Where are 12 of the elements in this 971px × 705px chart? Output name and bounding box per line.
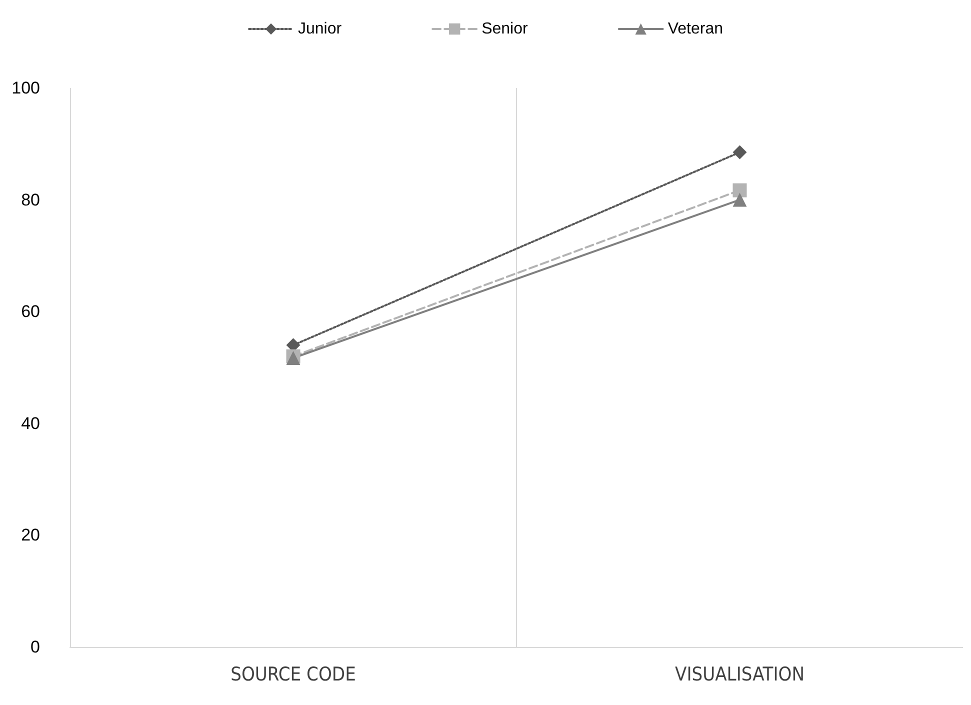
- y-tick-label: 0: [30, 638, 40, 656]
- x-tick-label: VISUALISATION: [675, 664, 804, 686]
- point: [732, 145, 747, 160]
- x-tick-label: SOURCE CODE: [230, 664, 356, 686]
- y-tick-label: 80: [21, 190, 40, 210]
- y-tick-label: 20: [21, 526, 40, 545]
- y-tick-label: 40: [21, 414, 40, 433]
- legend-label: Veteran: [668, 20, 723, 38]
- y-tick-label: 60: [21, 302, 40, 322]
- legend-label: Senior: [482, 20, 529, 38]
- legend-label: Junior: [298, 20, 342, 38]
- y-tick-label: 100: [12, 78, 40, 98]
